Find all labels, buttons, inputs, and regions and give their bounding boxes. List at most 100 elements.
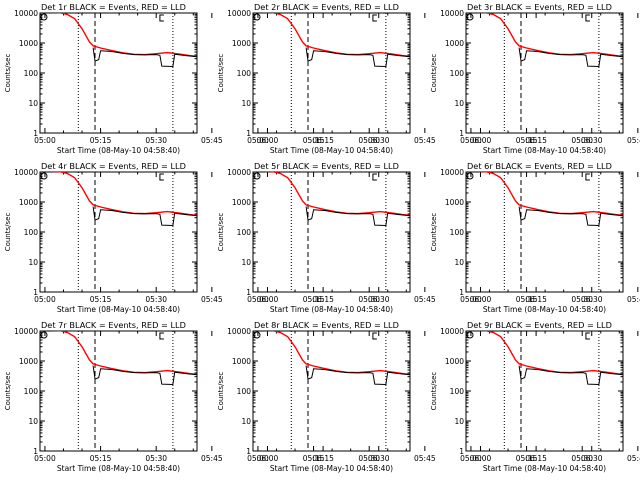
x-tick-label: 06:30	[368, 454, 390, 463]
y-axis-label: Counts/sec	[4, 372, 12, 411]
start-marker-circle	[40, 331, 48, 339]
y-tick-label: 1000	[232, 39, 251, 48]
y-tick-label: 100	[450, 69, 465, 78]
chart-title: Det 7r BLACK = Events, RED = LLD	[41, 320, 186, 330]
x-tick-label: 05:15	[303, 136, 325, 145]
x-axis-label: Start Time (08-May-10 04:58:40)	[270, 305, 393, 314]
chart-title: Det 5r BLACK = Events, RED = LLD	[254, 161, 399, 171]
y-tick-label: 1	[459, 129, 464, 138]
y-axis-label: Counts/sec	[4, 54, 12, 93]
y-tick-label: 10000	[14, 327, 38, 336]
chart-panel: Det 9r BLACK = Events, RED = LLD 1 10 100 10…	[430, 320, 640, 473]
y-tick-label: 1000	[445, 357, 464, 366]
lld-series-line	[41, 13, 197, 57]
y-tick-label: 10	[28, 417, 38, 426]
x-tick-label: 06:30	[368, 295, 390, 304]
y-tick-label: 10	[454, 417, 464, 426]
y-tick-label: 1000	[445, 198, 464, 207]
x-tick-label: 05:30	[358, 295, 380, 304]
series-group	[254, 331, 410, 386]
y-tick-label: 1	[33, 129, 38, 138]
y-tick-label: 10	[28, 258, 38, 267]
chart-panel: Det 7r BLACK = Events, RED = LLD11010010…	[4, 320, 390, 473]
x-tick-label: 06:15	[525, 454, 547, 463]
y-tick-label: 10	[241, 258, 251, 267]
chart-panel: Det 1r BLACK = Events, RED = LLD11010010…	[4, 2, 390, 155]
plot-frame	[465, 12, 624, 134]
x-tick-label: 05:15	[90, 454, 112, 463]
x-tick-label: 06:30	[581, 295, 603, 304]
start-marker-circle	[40, 172, 48, 180]
x-tick-label: 05:00	[247, 136, 269, 145]
lld-series-line	[254, 172, 410, 216]
chart-title: Det 9r BLACK = Events, RED = LLD	[467, 320, 612, 330]
bracket-marker	[585, 332, 590, 340]
x-tick-label: 05:45	[414, 136, 436, 145]
x-tick-label: 06:30	[581, 136, 603, 145]
x-tick-label: 05:30	[358, 454, 380, 463]
x-tick-label: 06:15	[525, 136, 547, 145]
y-tick-label: 100	[450, 387, 465, 396]
x-tick-label: 05:45	[627, 454, 640, 463]
chart-panel: Det 4r BLACK = Events, RED = LLD11010010…	[4, 161, 390, 314]
x-tick-label: 05:15	[303, 454, 325, 463]
plot-frame	[39, 12, 198, 134]
y-tick-label: 10	[454, 99, 464, 108]
x-tick-label: 05:15	[90, 136, 112, 145]
start-marker-circle	[466, 172, 474, 180]
series-group	[467, 13, 623, 68]
x-tick-label: 05:30	[358, 136, 380, 145]
x-tick-label: 05:45	[414, 295, 436, 304]
y-tick-label: 10000	[14, 168, 38, 177]
y-tick-label: 1000	[445, 39, 464, 48]
y-tick-label: 10000	[14, 9, 38, 18]
x-tick-label: 06:30	[581, 454, 603, 463]
chart-panel: Det 5r BLACK = Events, RED = LLD 1 10 100 10…	[217, 161, 603, 314]
y-tick-label: 100	[237, 228, 252, 237]
x-tick-label: 06:15	[312, 295, 334, 304]
chart-title: Det 6r BLACK = Events, RED = LLD	[467, 161, 612, 171]
x-tick-label: 06:00	[470, 295, 492, 304]
events-series-line	[518, 206, 623, 227]
x-tick-label: 05:45	[201, 136, 223, 145]
bracket-marker	[585, 173, 590, 181]
series-group	[254, 13, 410, 68]
y-tick-label: 1	[33, 288, 38, 297]
bracket-marker	[585, 14, 590, 22]
plot-frame	[465, 171, 624, 293]
x-tick-label: 05:30	[571, 136, 593, 145]
start-marker-circle	[40, 13, 48, 21]
start-marker-circle	[466, 331, 474, 339]
y-tick-label: 1	[246, 288, 251, 297]
bracket-marker	[159, 173, 164, 181]
x-tick-label: 05:00	[247, 295, 269, 304]
series-group	[467, 331, 623, 386]
y-tick-label: 10	[28, 99, 38, 108]
lld-series-line	[41, 331, 197, 375]
x-tick-label: 05:45	[627, 295, 640, 304]
x-axis-label: Start Time (08-May-10 04:58:40)	[270, 464, 393, 473]
x-axis-label: Start Time (08-May-10 04:58:40)	[57, 464, 180, 473]
start-marker-circle	[253, 331, 261, 339]
series-group	[41, 331, 197, 386]
y-tick-label: 10	[241, 417, 251, 426]
series-group	[41, 172, 197, 227]
chart-panel: Det 6r BLACK = Events, RED = LLD 1 10 100 10…	[430, 161, 640, 314]
events-series-line	[305, 206, 410, 227]
x-tick-label: 05:15	[90, 295, 112, 304]
x-axis-label: Start Time (08-May-10 04:58:40)	[483, 305, 606, 314]
y-tick-label: 1000	[232, 198, 251, 207]
events-series-line	[92, 206, 197, 227]
y-tick-label: 10	[454, 258, 464, 267]
x-tick-label: 05:45	[414, 454, 436, 463]
series-group	[254, 172, 410, 227]
y-tick-label: 100	[237, 69, 252, 78]
y-tick-label: 1	[246, 129, 251, 138]
x-tick-label: 05:30	[145, 295, 167, 304]
x-tick-label: 05:30	[571, 295, 593, 304]
x-tick-label: 05:15	[516, 454, 538, 463]
chart-panel: Det 2r BLACK = Events, RED = LLD11010010…	[217, 2, 603, 155]
x-tick-label: 06:00	[257, 136, 279, 145]
x-tick-label: 05:45	[627, 136, 640, 145]
chart-title: Det 3r BLACK = Events, RED = LLD	[467, 2, 612, 12]
